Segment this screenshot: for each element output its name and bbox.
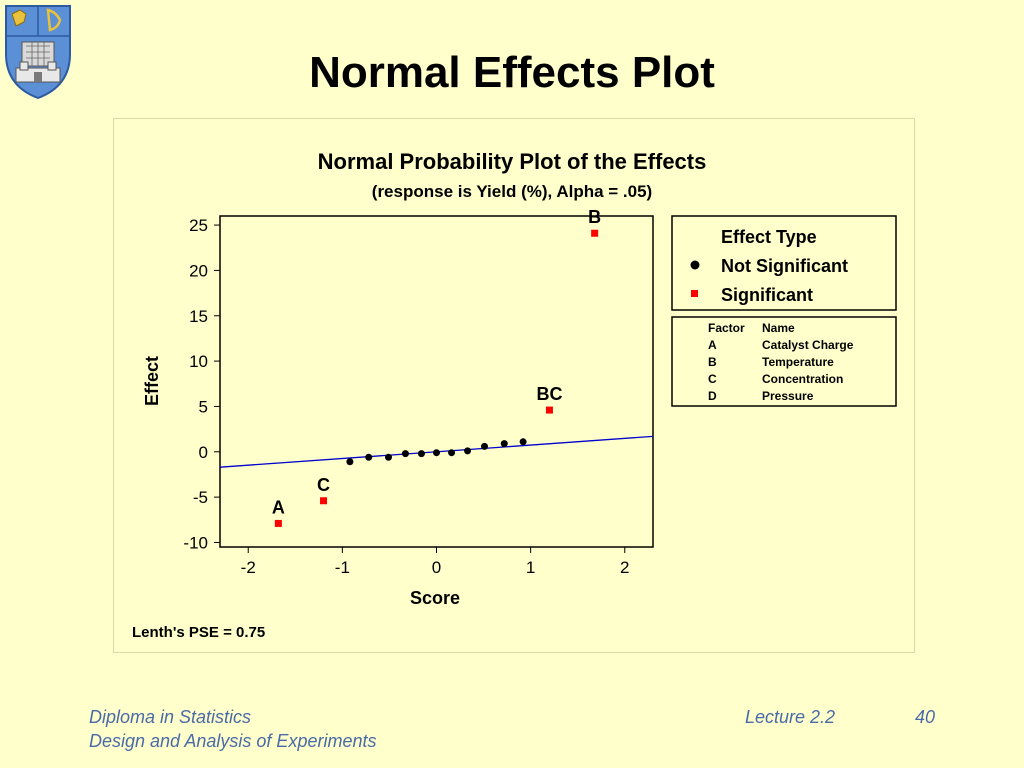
factor-table-name: Pressure xyxy=(762,389,814,403)
lenth-pse-annotation: Lenth's PSE = 0.75 xyxy=(132,624,265,641)
factor-table-header-factor: Factor xyxy=(708,321,745,335)
footer-course: Diploma in Statistics xyxy=(89,707,252,727)
footer-module: Design and Analysis of Experiments xyxy=(89,731,377,751)
point-label: BC xyxy=(536,384,562,404)
not-significant-point xyxy=(464,447,472,455)
legend-item-not-significant: Not Significant xyxy=(721,256,848,276)
factor-table-header-name: Name xyxy=(762,321,795,335)
legend-square-marker xyxy=(691,290,698,297)
factor-table-name: Catalyst Charge xyxy=(762,338,854,352)
significant-point xyxy=(320,497,328,505)
legend-item-significant: Significant xyxy=(721,285,813,305)
factor-table-code: B xyxy=(708,355,717,369)
slide-title: Normal Effects Plot xyxy=(309,48,715,97)
factor-table: Factor Name A Catalyst Charge B Temperature… xyxy=(671,316,897,407)
not-significant-point xyxy=(481,442,489,450)
x-axis-label: Score xyxy=(410,588,460,608)
y-tick-label: 20 xyxy=(189,261,208,280)
not-significant-point xyxy=(365,453,373,461)
footer-lecture: Lecture 2.2 xyxy=(745,707,836,727)
not-significant-point xyxy=(346,458,354,466)
significant-point xyxy=(545,406,553,414)
factor-table-code: A xyxy=(708,338,717,352)
not-significant-point xyxy=(448,449,456,457)
point-label: A xyxy=(272,497,285,517)
significant-point xyxy=(274,519,282,527)
plot-area-frame xyxy=(219,215,654,548)
legend-circle-marker xyxy=(690,260,700,270)
y-tick-label: -5 xyxy=(193,488,208,507)
factor-table-code: C xyxy=(708,372,717,386)
y-tick-label: 25 xyxy=(189,216,208,235)
x-tick-label: -1 xyxy=(335,558,350,577)
not-significant-point xyxy=(417,450,425,458)
legend: Effect Type Not Significant Significant xyxy=(671,215,897,311)
legend-title: Effect Type xyxy=(721,227,817,247)
y-axis-label: Effect xyxy=(142,356,162,406)
factor-table-name: Concentration xyxy=(762,372,843,386)
x-tick-label: 0 xyxy=(432,558,441,577)
x-tick-label: 2 xyxy=(620,558,629,577)
not-significant-point xyxy=(500,440,508,448)
point-label: B xyxy=(588,207,601,227)
not-significant-point xyxy=(433,449,440,457)
y-tick-label: 15 xyxy=(189,307,208,326)
not-significant-point xyxy=(401,450,409,458)
not-significant-point xyxy=(519,438,527,446)
footer-page-number: 40 xyxy=(915,707,936,727)
chart-panel: Normal Probability Plot of the Effects (… xyxy=(113,118,915,653)
not-significant-point xyxy=(384,453,392,461)
normal-probability-plot: Normal Probability Plot of the Effects (… xyxy=(132,149,897,641)
point-label: C xyxy=(317,475,330,495)
chart-title: Normal Probability Plot of the Effects xyxy=(318,149,707,174)
x-tick-label: -2 xyxy=(241,558,256,577)
y-tick-label: 0 xyxy=(199,443,208,462)
factor-table-name: Temperature xyxy=(762,355,834,369)
chart-subtitle: (response is Yield (%), Alpha = .05) xyxy=(372,182,652,201)
y-tick-label: 10 xyxy=(189,352,208,371)
y-tick-label: -10 xyxy=(183,533,208,552)
significant-point xyxy=(591,229,599,237)
college-crest-logo xyxy=(5,5,71,100)
y-tick-label: 5 xyxy=(199,397,208,416)
x-tick-label: 1 xyxy=(526,558,535,577)
factor-table-code: D xyxy=(708,389,717,403)
